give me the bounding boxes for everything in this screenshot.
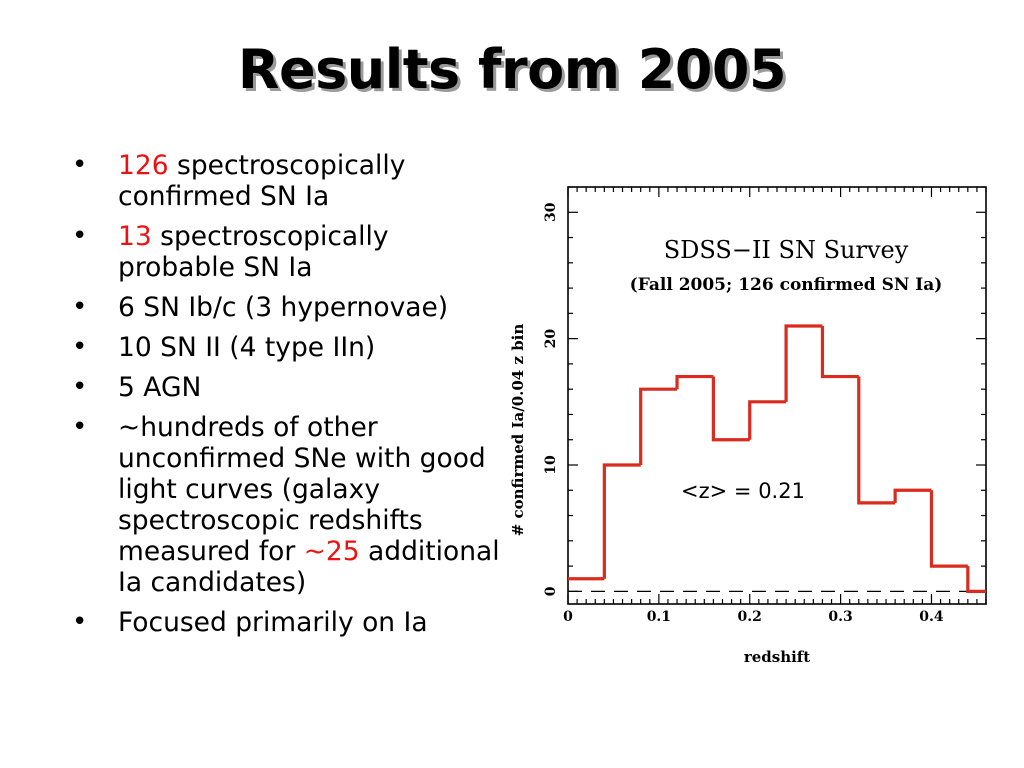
chart-annotation: <z> = 0.21: [681, 479, 805, 503]
histogram-bin: [820, 326, 859, 379]
bullet-highlight: ~25: [303, 536, 360, 567]
x-axis-label: redshift: [744, 648, 810, 666]
histogram-bin: [639, 387, 678, 465]
histogram-bin: [893, 488, 932, 503]
bullet-text-after: additional Ia candidates): [118, 536, 500, 598]
histogram-svg: 0 0.1 0.2 0.3 0.4 0 10 20 30 SDSS−II SN Survey (…: [509, 186, 987, 666]
histogram-bin: [711, 376, 750, 442]
histogram-bin: [784, 324, 823, 402]
bullet-list: 126 spectroscopically confirmed SN Ia 13…: [72, 150, 512, 647]
chart-title: SDSS−II SN Survey: [664, 236, 909, 264]
bullet-text: spectroscopically confirmed SN Ia: [118, 150, 406, 212]
x-tick-label: 0.1: [647, 609, 671, 625]
bullet-text: 10 SN II (4 type IIn): [118, 332, 376, 363]
bullet-item: 5 AGN: [72, 372, 512, 403]
bullet-highlight: 13: [118, 221, 152, 252]
x-tick-label: 0: [563, 609, 573, 625]
chart-subtitle: (Fall 2005; 126 confirmed SN Ia): [630, 275, 943, 295]
histogram-bin: [748, 400, 787, 440]
bullet-item: 126 spectroscopically confirmed SN Ia: [72, 150, 512, 212]
histogram-bin: [675, 374, 714, 390]
bullet-item: ~hundreds of other unconfirmed SNe with …: [72, 412, 512, 598]
y-tick-label: 20: [543, 329, 559, 349]
bullet-text: 6 SN Ib/c (3 hypernovae): [118, 292, 449, 323]
bullet-text: ~hundreds of other unconfirmed SNe with …: [118, 412, 486, 567]
x-tick-label: 0.4: [919, 609, 944, 625]
histogram-chart: 0 0.1 0.2 0.3 0.4 0 10 20 30 SDSS−II SN Survey (…: [500, 180, 1000, 680]
bullet-highlight: 126: [118, 150, 169, 181]
histogram-bin: [857, 376, 896, 505]
histogram-bin: [602, 463, 641, 579]
histogram-bin: [929, 490, 968, 568]
y-tick-label: 30: [543, 202, 559, 222]
y-tick-label: 10: [543, 455, 559, 475]
x-tick-label: 0.3: [828, 609, 852, 625]
slide-title: Results from 2005: [237, 38, 787, 101]
bullet-item: 13 spectroscopically probable SN Ia: [72, 221, 512, 283]
bullet-item: 6 SN Ib/c (3 hypernovae): [72, 292, 512, 323]
y-axis-label: # confirmed Ia/0.04 z bin: [509, 324, 527, 537]
bullet-text: Focused primarily on Ia: [118, 607, 428, 638]
histogram-bin: [966, 566, 986, 593]
bullet-item: Focused primarily on Ia: [72, 607, 512, 638]
x-tick-label: 0.2: [738, 609, 762, 625]
bullet-text: 5 AGN: [118, 372, 202, 403]
bullet-item: 10 SN II (4 type IIn): [72, 332, 512, 363]
y-tick-label: 0: [543, 586, 559, 596]
bullet-text: spectroscopically probable SN Ia: [118, 221, 389, 283]
